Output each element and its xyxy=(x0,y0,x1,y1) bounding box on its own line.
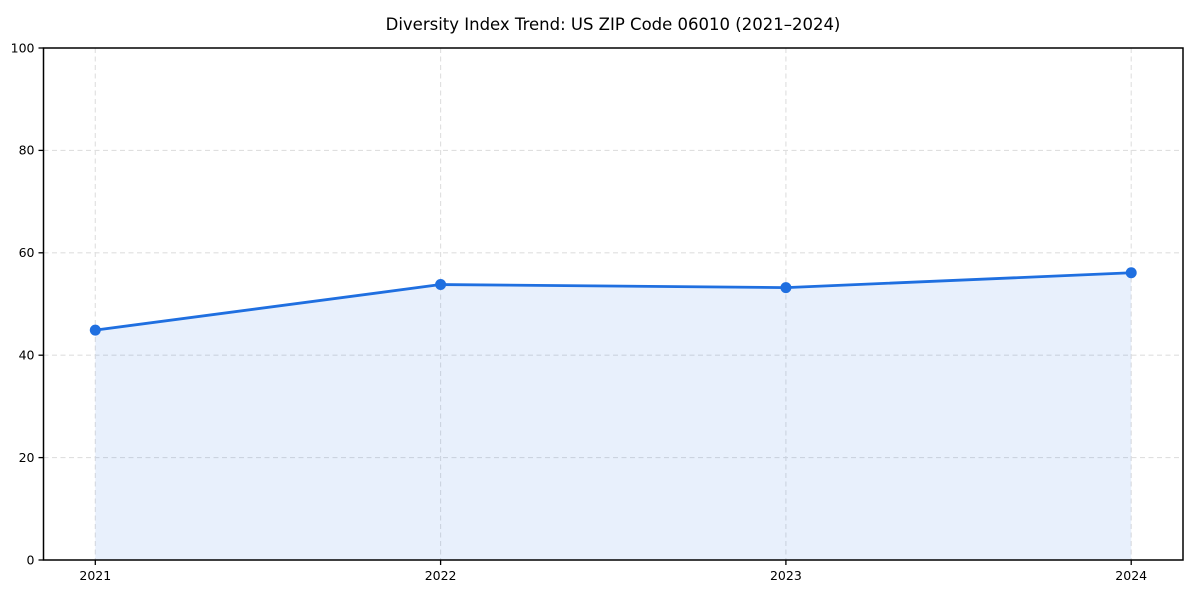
x-tick-label: 2023 xyxy=(770,568,802,583)
x-tick-label: 2021 xyxy=(79,568,111,583)
area-under-line xyxy=(95,272,1132,560)
trend-line xyxy=(93,271,1133,332)
y-tick-label: 0 xyxy=(27,552,35,567)
axis-labels: 0 20 40 60 80 100 2021 2022 2023 2024 xyxy=(11,40,1148,583)
y-tick-label: 60 xyxy=(19,245,35,260)
x-tick-label: 2024 xyxy=(1115,568,1147,583)
y-tick-label: 80 xyxy=(19,143,35,158)
axes-spines xyxy=(42,47,1184,561)
y-tick-label: 40 xyxy=(19,348,35,363)
data-point-marker xyxy=(89,324,101,336)
data-point-marker xyxy=(435,279,447,291)
x-tick-label: 2022 xyxy=(425,568,457,583)
line-series xyxy=(93,271,1133,332)
plot-frame xyxy=(42,47,1184,561)
area-fill xyxy=(95,272,1132,560)
chart-title: Diversity Index Trend: US ZIP Code 06010… xyxy=(386,15,841,34)
axis-ticks xyxy=(38,47,1132,565)
data-point-marker xyxy=(1125,267,1137,279)
y-tick-label: 100 xyxy=(11,40,35,55)
data-point-marker xyxy=(780,282,792,294)
data-points xyxy=(89,267,1137,336)
y-tick-label: 20 xyxy=(19,450,35,465)
